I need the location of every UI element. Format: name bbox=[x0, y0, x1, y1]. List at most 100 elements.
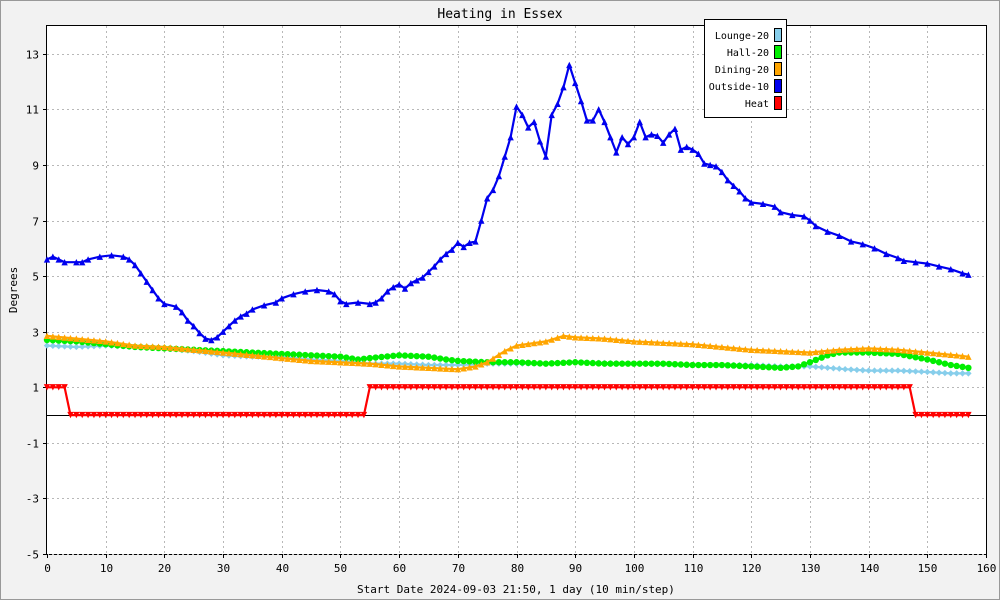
legend-dining-20-label: Dining-20 bbox=[715, 65, 769, 76]
series-heat-marker bbox=[208, 411, 215, 419]
series-dining-20-marker bbox=[131, 342, 139, 349]
series-hall-20-marker bbox=[789, 363, 796, 371]
series-lounge-20-marker bbox=[935, 369, 943, 376]
series-outside-10-marker bbox=[871, 245, 878, 252]
series-outside-10-marker bbox=[947, 265, 954, 273]
legend-lounge-20-swatch bbox=[774, 28, 782, 42]
series-hall-20-marker bbox=[437, 355, 444, 362]
series-outside-10-marker bbox=[554, 100, 561, 108]
series-dining-20-marker bbox=[96, 337, 104, 345]
series-dining-20-marker bbox=[372, 360, 379, 368]
legend-heat-label: Heat bbox=[745, 99, 769, 110]
series-dining-20-marker bbox=[542, 338, 550, 345]
series-lounge-20-marker bbox=[877, 367, 884, 374]
series-heat-marker bbox=[49, 384, 57, 391]
series-dining-20-marker bbox=[478, 361, 485, 368]
series-heat-marker bbox=[489, 384, 497, 391]
series-hall-20-marker bbox=[918, 355, 925, 362]
series-dining-20-marker bbox=[366, 360, 373, 367]
series-dining-20-marker bbox=[677, 340, 685, 347]
series-dining-20-marker bbox=[759, 347, 767, 354]
series-dining-20-marker bbox=[853, 345, 861, 353]
series-heat-marker bbox=[378, 384, 385, 391]
series-outside-10-marker bbox=[900, 257, 908, 265]
series-heat-marker bbox=[871, 384, 878, 391]
series-outside-10-marker bbox=[413, 277, 420, 284]
series-heat-marker bbox=[959, 411, 966, 419]
series-hall-20-marker bbox=[507, 359, 514, 366]
series-heat-marker bbox=[307, 411, 315, 419]
series-dining-20-marker bbox=[284, 355, 291, 362]
series-heat-marker bbox=[695, 384, 702, 391]
series-dining-20-marker bbox=[178, 345, 186, 352]
series-heat-marker bbox=[419, 384, 426, 391]
series-lounge-20-marker bbox=[883, 367, 890, 374]
series-lounge-20-marker bbox=[61, 343, 68, 350]
series-dining-20-marker bbox=[302, 357, 309, 364]
series-hall-20-marker bbox=[331, 353, 338, 360]
series-heat-marker bbox=[319, 411, 327, 419]
series-outside-10-marker bbox=[302, 288, 309, 295]
series-dining-20-marker bbox=[554, 334, 561, 341]
series-outside-10-marker bbox=[231, 317, 238, 324]
series-dining-20-marker bbox=[272, 354, 280, 361]
series-dining-20-marker bbox=[959, 352, 966, 360]
series-heat-marker bbox=[894, 384, 902, 391]
series-dining-20-marker bbox=[519, 341, 526, 348]
series-outside-10-marker bbox=[454, 239, 462, 246]
series-hall-20-marker bbox=[947, 361, 954, 369]
series-outside-10-marker bbox=[407, 279, 415, 287]
series-lounge-20-marker bbox=[55, 342, 62, 350]
series-dining-20-marker bbox=[167, 344, 174, 351]
series-heat-marker bbox=[883, 384, 890, 391]
x-tick-label: 120 bbox=[742, 562, 762, 575]
series-hall-20-marker bbox=[959, 363, 966, 371]
series-dining-20-marker bbox=[79, 335, 86, 343]
series-outside-10-marker bbox=[595, 106, 602, 113]
series-outside-10-marker bbox=[55, 256, 62, 263]
series-heat-marker bbox=[495, 384, 503, 391]
legend-box bbox=[704, 19, 787, 118]
series-outside-10-marker bbox=[73, 259, 80, 266]
series-dining-20-marker bbox=[953, 352, 960, 359]
series-heat-marker bbox=[196, 411, 203, 419]
series-dining-20-marker bbox=[184, 345, 192, 353]
series-dining-20-marker bbox=[924, 349, 931, 356]
series-heat-marker bbox=[90, 411, 98, 419]
series-lounge-20-marker bbox=[847, 366, 855, 373]
series-outside-10-marker bbox=[648, 131, 655, 138]
series-hall-20-marker bbox=[302, 351, 309, 359]
series-outside-10-marker bbox=[548, 111, 555, 119]
series-outside-10-marker bbox=[401, 285, 409, 292]
series-outside-10-marker bbox=[343, 300, 350, 308]
series-dining-20-marker bbox=[90, 337, 98, 344]
series-lounge-20-marker bbox=[841, 366, 849, 373]
series-dining-20-marker bbox=[442, 365, 450, 372]
series-dining-20-marker bbox=[507, 345, 514, 352]
series-dining-20-marker bbox=[343, 359, 350, 366]
series-outside-10-marker bbox=[161, 300, 168, 308]
series-outside-10-marker bbox=[571, 79, 579, 87]
series-hall-20-marker bbox=[677, 361, 685, 368]
series-dining-20-marker bbox=[642, 338, 649, 346]
series-heat-marker bbox=[730, 384, 737, 391]
series-layer bbox=[43, 61, 972, 419]
series-heat-marker bbox=[671, 384, 679, 391]
series-dining-20-marker bbox=[654, 339, 661, 346]
series-outside-10-marker bbox=[894, 254, 902, 262]
series-hall-20-marker bbox=[542, 360, 550, 367]
series-outside-10-marker bbox=[730, 182, 737, 189]
series-dining-20-marker bbox=[67, 334, 74, 342]
series-outside-10-marker bbox=[924, 260, 931, 267]
series-hall-20-marker bbox=[636, 360, 643, 367]
series-outside-10-marker bbox=[847, 238, 855, 245]
series-dining-20-marker bbox=[513, 342, 520, 349]
series-dining-20-marker bbox=[243, 351, 250, 358]
series-heat-marker bbox=[125, 411, 133, 419]
series-outside-10-marker bbox=[618, 133, 626, 141]
series-hall-20-marker bbox=[742, 362, 749, 370]
series-heat-marker bbox=[108, 411, 115, 419]
series-outside-10-marker bbox=[654, 132, 661, 139]
series-dining-20-marker bbox=[337, 359, 344, 366]
series-dining-20-marker bbox=[888, 346, 896, 353]
